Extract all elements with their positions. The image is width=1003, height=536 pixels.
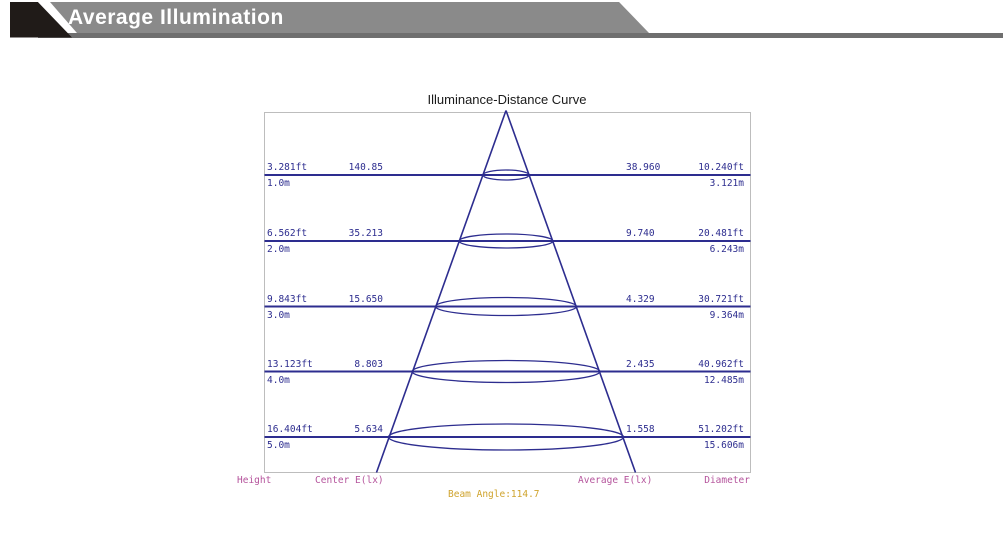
diameter-m-value: 15.606m [703,440,744,451]
diameter-m-value: 6.243m [709,244,744,255]
height-m-value: 4.0m [267,374,290,386]
diameter-m-value: 3.121m [709,178,744,189]
diameter-ft-value: 40.962ft [698,358,744,370]
figure-title: Illuminance-Distance Curve [427,92,587,107]
height-ft-value: 3.281ft [267,162,308,173]
height-m-value: 2.0m [267,244,290,255]
diameter-ft-value: 30.721ft [698,293,744,305]
height-ft-value: 6.562ft [267,228,308,239]
height-m-value: 3.0m [267,309,290,321]
beam-angle-annotation: Beam Angle:114.7 [448,489,540,500]
average-e-value: 4.329 [626,293,655,305]
center-e-value: 15.650 [348,293,383,305]
average-e-value: 38.960 [626,162,661,173]
center-e-value: 5.634 [354,424,383,435]
diameter-ft-value: 51.202ft [698,424,744,435]
height-m-value: 1.0m [267,178,290,189]
diameter-ft-value: 20.481ft [698,228,744,239]
cone-left-edge [375,110,507,473]
average-e-value: 2.435 [626,358,655,370]
column-label-average-e: Average E(lx) [578,475,653,486]
center-e-value: 8.803 [354,358,383,370]
height-ft-value: 16.404ft [267,424,313,435]
diameter-m-value: 9.364m [709,309,744,321]
height-m-value: 5.0m [267,440,290,451]
height-ft-value: 13.123ft [267,358,313,370]
diameter-ft-value: 10.240ft [698,162,744,173]
average-e-value: 1.558 [626,424,655,435]
column-label-diameter: Diameter [704,475,750,486]
section-title: Average Illumination [68,6,284,29]
header-underline-bar [38,33,1003,38]
diameter-m-value: 12.485m [703,374,744,386]
column-label-height: Height [237,475,272,486]
average-e-value: 9.740 [626,228,655,239]
column-label-center-e: Center E(lx) [315,475,384,486]
height-ft-value: 9.843ft [267,293,308,305]
center-e-value: 35.213 [348,228,383,239]
center-e-value: 140.85 [348,162,383,173]
header-banner: Average Illumination [50,2,649,33]
